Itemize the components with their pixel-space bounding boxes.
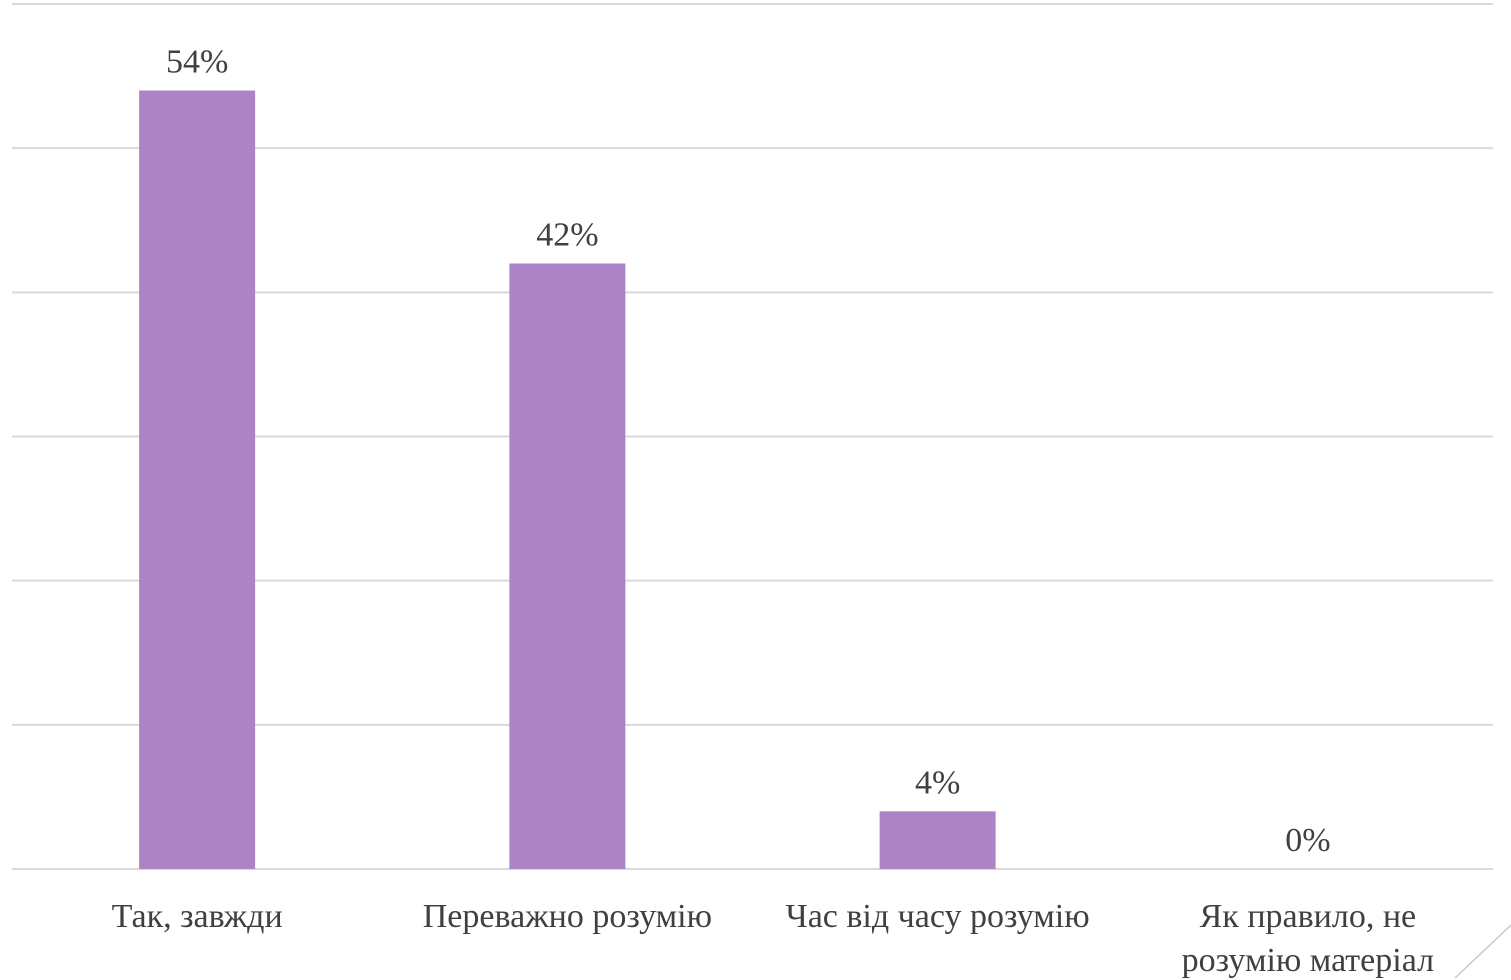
category-labels: Так, завжди Переважно розумію Час від часу… <box>112 898 1435 979</box>
data-label-3: 0% <box>1285 822 1330 859</box>
data-label-1: 42% <box>536 217 598 254</box>
category-label-0: Так, завжди <box>112 898 283 935</box>
data-label-2: 4% <box>915 764 960 801</box>
category-label-2: Час від часу розумію <box>786 898 1090 935</box>
corner-decoration <box>1454 924 1511 979</box>
bar-0 <box>139 90 256 869</box>
bar-1 <box>509 263 626 869</box>
bar-2 <box>879 811 996 869</box>
data-labels: 54% 42% 4% 0% <box>166 44 1331 860</box>
category-label-3: Як правило, не розумію матеріал <box>1182 898 1434 979</box>
category-label-1: Переважно розумію <box>423 898 712 935</box>
gridlines <box>12 3 1493 870</box>
data-label-0: 54% <box>166 44 228 81</box>
bars <box>139 90 996 869</box>
